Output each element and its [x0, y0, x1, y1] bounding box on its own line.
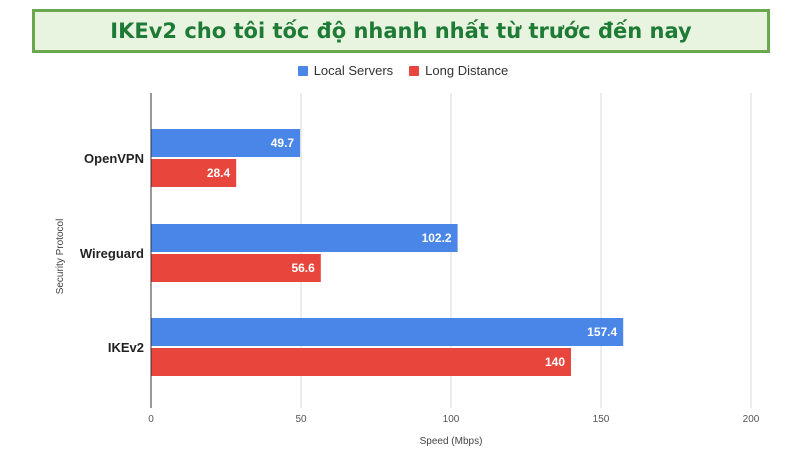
bar-local-openvpn: [151, 129, 301, 157]
y-category-label-wireguard: Wireguard: [80, 246, 144, 261]
y-category-label-openvpn: OpenVPN: [84, 151, 144, 166]
legend-item-long-distance: Long Distance: [409, 63, 508, 78]
data-label-local-openvpn: 49.7: [271, 136, 295, 150]
legend-item-local-servers: Local Servers: [297, 63, 394, 78]
data-label-long-ikev2: 140: [545, 355, 565, 369]
chart-title: IKEv2 cho tôi tốc độ nhanh nhất từ trước…: [110, 19, 692, 43]
data-label-local-wireguard: 102.2: [422, 231, 452, 245]
data-label-long-openvpn: 28.4: [207, 166, 231, 180]
x-tick-label-150: 150: [593, 414, 610, 425]
y-category-label-ikev2: IKEv2: [108, 340, 144, 355]
chart-title-banner: IKEv2 cho tôi tốc độ nhanh nhất từ trước…: [32, 9, 770, 53]
bar-local-wireguard: [151, 224, 458, 252]
x-tick-label-0: 0: [148, 414, 154, 425]
bar-long-openvpn: [151, 159, 237, 187]
bar-long-ikev2: [151, 348, 571, 376]
x-tick-label-50: 50: [295, 414, 307, 425]
y-axis-title: Security Protocol: [55, 219, 66, 295]
x-tick-label-100: 100: [443, 414, 460, 425]
x-tick-label-200: 200: [743, 414, 760, 425]
x-axis-title: Speed (Mbps): [420, 436, 483, 447]
data-label-long-wireguard: 56.6: [291, 261, 315, 275]
chart-legend: Local Servers Long Distance: [0, 63, 806, 78]
legend-label-local-servers: Local Servers: [313, 63, 394, 78]
bar-local-ikev2: [151, 318, 624, 346]
data-label-local-ikev2: 157.4: [587, 325, 617, 339]
legend-label-long-distance: Long Distance: [425, 63, 509, 78]
bar-long-wireguard: [151, 254, 321, 282]
legend-swatch-long-distance: [409, 65, 420, 76]
legend-swatch-local-servers: [297, 65, 308, 76]
